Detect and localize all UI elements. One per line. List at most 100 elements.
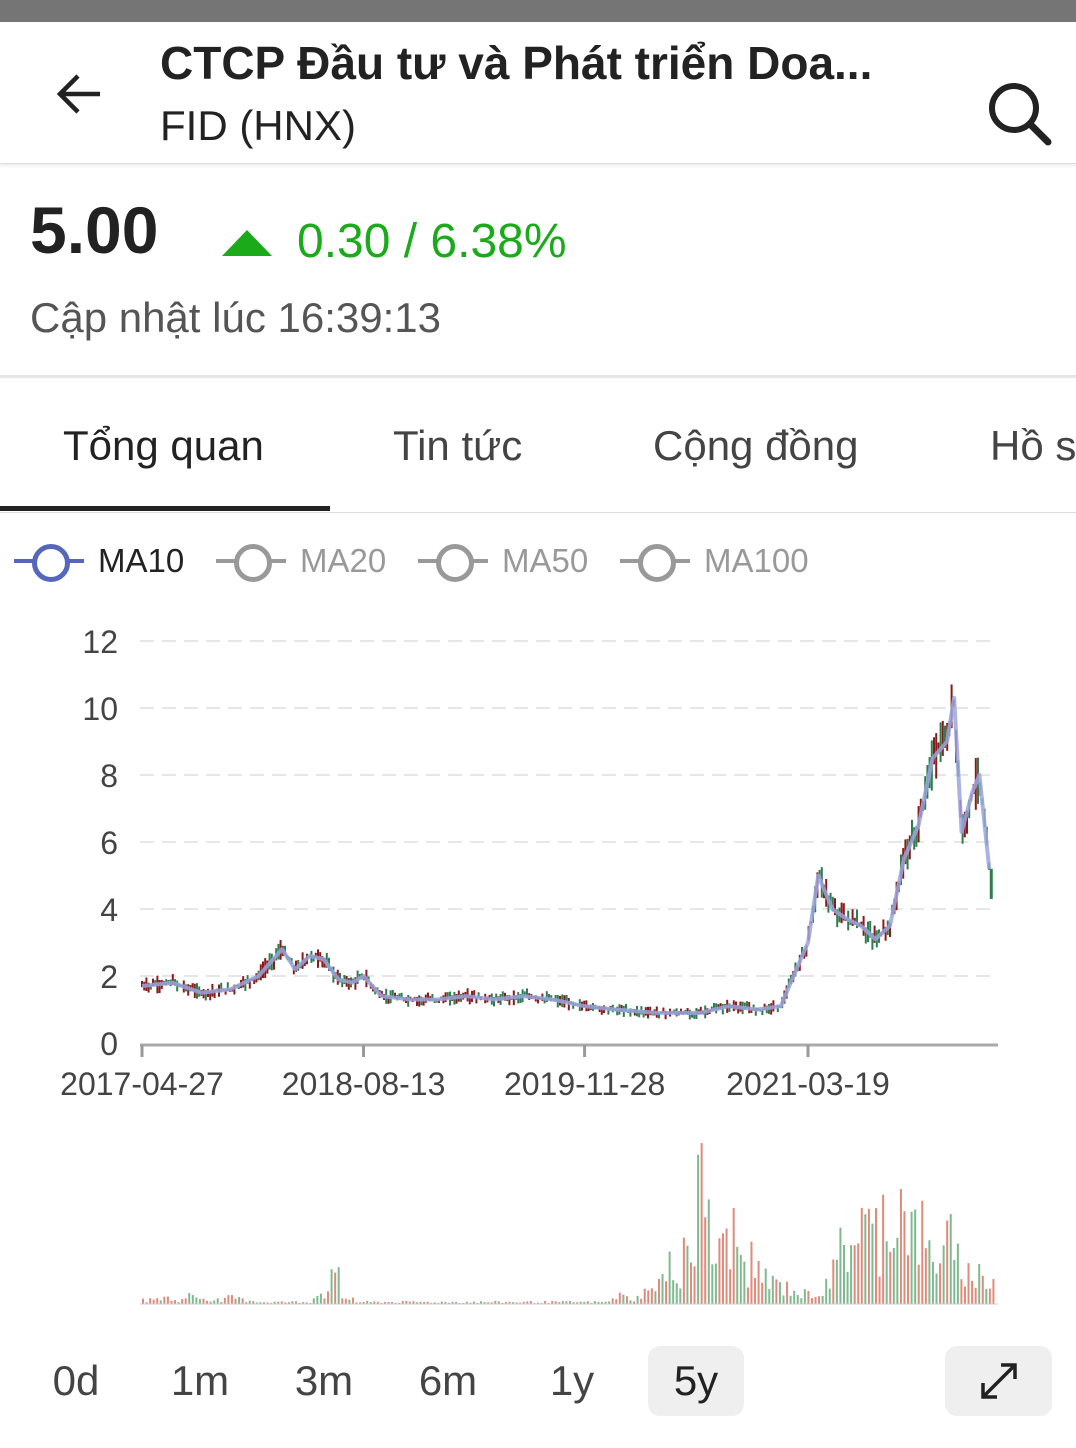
volume-bar: [850, 1245, 853, 1304]
volume-bar: [448, 1302, 451, 1304]
volume-bar: [444, 1301, 447, 1304]
volume-bar: [622, 1294, 625, 1304]
volume-bar: [554, 1301, 557, 1304]
volume-bar: [857, 1243, 860, 1304]
legend-ma100[interactable]: MA100: [620, 538, 809, 584]
volume-bar: [842, 1244, 845, 1304]
volume-bar: [771, 1275, 774, 1304]
volume-bar: [465, 1301, 468, 1304]
range-0d[interactable]: 0d: [52, 1357, 100, 1404]
tab-profile[interactable]: Hồ s: [990, 422, 1076, 469]
legend-ma50[interactable]: MA50: [418, 538, 588, 584]
volume-bar: [707, 1199, 710, 1304]
ma10-line: [141, 695, 992, 1015]
volume-bar: [312, 1298, 315, 1304]
volume-bar: [170, 1300, 173, 1304]
volume-bar: [722, 1233, 725, 1304]
volume-bar: [277, 1301, 280, 1304]
volume-bar: [967, 1263, 970, 1304]
range-3m[interactable]: 3m: [294, 1357, 354, 1404]
volume-bar: [270, 1302, 273, 1304]
volume-bar: [746, 1287, 749, 1304]
volume-bar: [661, 1273, 664, 1304]
volume-bar: [472, 1301, 475, 1304]
volume-bar: [565, 1301, 568, 1304]
tab-community[interactable]: Cộng đồng: [653, 422, 859, 469]
range-1m[interactable]: 1m: [170, 1357, 230, 1404]
volume-bar: [440, 1301, 443, 1304]
volume-bar: [359, 1302, 362, 1304]
range-1y[interactable]: 1y: [549, 1357, 595, 1404]
volume-bar: [451, 1301, 454, 1304]
volume-bar: [490, 1302, 493, 1304]
volume-bar: [262, 1302, 265, 1304]
volume-bar: [522, 1301, 525, 1304]
volume-bar: [152, 1299, 155, 1304]
y-tick-label: 8: [100, 758, 118, 794]
volume-bar: [711, 1264, 714, 1304]
volume-bar: [369, 1302, 372, 1304]
volume-bar: [227, 1295, 230, 1304]
price-change: 0.30 / 6.38%: [297, 215, 567, 268]
volume-bar: [871, 1223, 874, 1304]
legend-ma10[interactable]: MA10: [14, 538, 184, 584]
volume-bar: [512, 1302, 515, 1304]
volume-bar: [487, 1302, 490, 1304]
ma20-marker-icon: [216, 538, 286, 584]
fullscreen-button[interactable]: [945, 1346, 1052, 1416]
legend-ma20[interactable]: MA20: [216, 538, 386, 584]
volume-bar: [245, 1302, 248, 1304]
volume-bar: [988, 1288, 991, 1304]
volume-bar: [618, 1292, 621, 1304]
volume-bar: [672, 1280, 675, 1304]
x-tick-label: 2018-08-13: [282, 1066, 446, 1102]
volume-bar: [700, 1143, 703, 1304]
up-triangle-icon: [222, 230, 272, 256]
volume-bar: [821, 1295, 824, 1304]
volume-bar: [860, 1207, 863, 1304]
legend-label: MA50: [502, 542, 589, 579]
volume-bar: [234, 1298, 237, 1304]
volume-bar: [380, 1302, 383, 1304]
volume-bar: [316, 1295, 319, 1304]
volume-bar: [259, 1302, 262, 1304]
volume-bar: [917, 1264, 920, 1304]
tab-news[interactable]: Tin tức: [393, 422, 523, 469]
y-tick-label: 0: [100, 1026, 118, 1062]
divider: [0, 375, 1076, 378]
volume-bar: [885, 1241, 888, 1304]
volume-bar: [344, 1298, 347, 1304]
volume-bar: [529, 1301, 532, 1304]
volume-bar: [793, 1290, 796, 1304]
volume-bar: [693, 1266, 696, 1304]
volume-bar: [391, 1302, 394, 1304]
search-icon[interactable]: [984, 78, 1056, 150]
volume-bar: [978, 1264, 981, 1304]
volume-bar: [348, 1299, 351, 1304]
volume-bar: [504, 1302, 507, 1304]
volume-bar: [946, 1220, 949, 1304]
volume-bar: [341, 1298, 344, 1304]
volume-bar: [832, 1259, 835, 1304]
volume-bar: [761, 1282, 764, 1304]
volume-bar: [597, 1301, 600, 1304]
update-time: Cập nhật lúc 16:39:13: [30, 294, 441, 341]
volume-bar: [764, 1268, 767, 1304]
volume-bar: [796, 1295, 799, 1304]
range-6m[interactable]: 6m: [418, 1357, 478, 1404]
volume-bar: [963, 1286, 966, 1304]
volume-bar: [526, 1301, 529, 1304]
arrow-left-icon[interactable]: [52, 66, 108, 122]
app-header: CTCP Đầu tư và Phát triển Doa... FID (HN…: [0, 22, 1076, 164]
range-5y[interactable]: 5y: [648, 1346, 744, 1416]
volume-bar: [394, 1302, 397, 1304]
volume-bar: [625, 1296, 628, 1304]
volume-bar: [223, 1297, 226, 1304]
price-chart[interactable]: 0 2 4 6 8 10 12 2017-04-27 2018-08-13 2019-11-28 2…: [0, 600, 1076, 1320]
volume-bar: [675, 1283, 678, 1304]
volume-bar: [398, 1302, 401, 1304]
volume-bar: [362, 1301, 365, 1304]
legend-label: MA100: [704, 542, 809, 579]
volume-bar: [558, 1302, 561, 1304]
tab-overview[interactable]: Tổng quan: [63, 422, 264, 469]
